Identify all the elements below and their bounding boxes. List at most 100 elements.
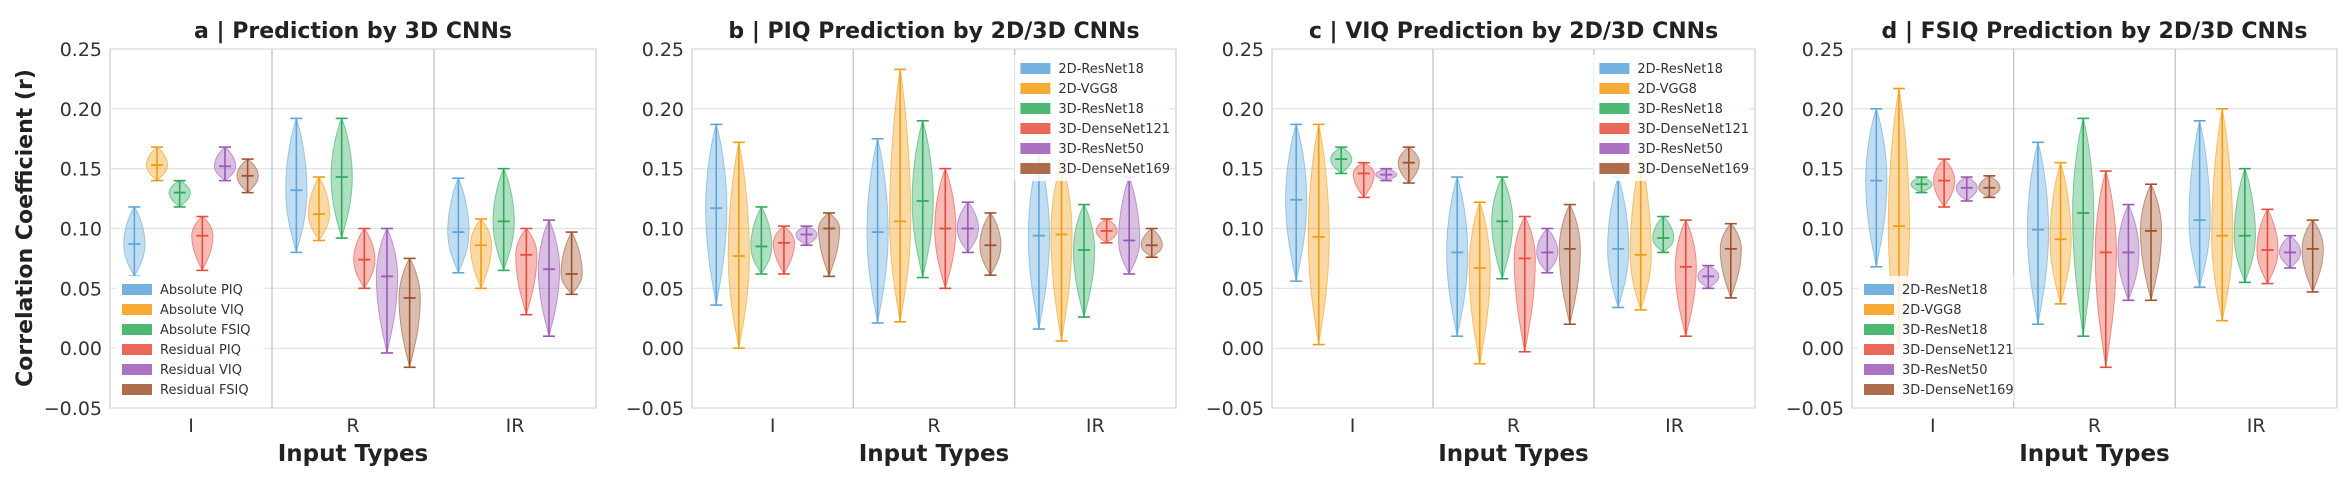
violin (307, 176, 331, 242)
panel-title: d | FSIQ Prediction by 2D/3D CNNs (1882, 19, 2308, 44)
violin (2301, 219, 2324, 294)
legend-label: 2D-ResNet18 (1637, 62, 1723, 77)
violin (2256, 208, 2279, 285)
legend-swatch (122, 344, 152, 355)
violin (236, 158, 259, 194)
y-tick-label: 0.00 (1222, 338, 1264, 360)
violin (469, 218, 493, 290)
y-tick-label: 0.05 (642, 278, 684, 300)
violin (1697, 264, 1720, 290)
violin (447, 177, 470, 275)
violin (1352, 161, 1375, 199)
legend: 2D-ResNet18 2D-VGG8 3D-ResNet18 3D-DenseNet… (1858, 276, 2014, 402)
legend-swatch (1864, 304, 1894, 315)
violin (934, 167, 957, 291)
violin (1491, 176, 1514, 281)
y-axis-label: Correlation Coefficient (r) (13, 69, 38, 387)
violin (537, 219, 561, 338)
violin (750, 206, 773, 275)
legend-box (116, 276, 265, 402)
violin (1607, 175, 1630, 310)
violin (1285, 122, 1308, 282)
violin (398, 257, 421, 369)
legend-swatch (122, 364, 152, 375)
legend-label: 2D-VGG8 (1637, 82, 1697, 97)
x-axis-label: Input Types (1438, 441, 1588, 467)
y-tick-label: 0.25 (642, 39, 684, 61)
legend-swatch (1599, 123, 1630, 134)
y-tick-label: 0.20 (1222, 99, 1264, 121)
violin (1330, 146, 1353, 175)
y-tick-label: 0.05 (60, 278, 102, 300)
legend-label: Absolute FSIQ (160, 323, 251, 338)
violin (1865, 107, 1888, 268)
x-tick-label: R (2088, 415, 2101, 437)
legend-label: 2D-VGG8 (1058, 82, 1118, 97)
x-tick-label: I (770, 415, 776, 437)
y-tick-label: 0.15 (60, 159, 102, 181)
violin (979, 212, 1002, 277)
panel-title: c | VIQ Prediction by 2D/3D CNNs (1309, 19, 1718, 44)
legend-label: 3D-DenseNet169 (1902, 383, 2014, 398)
legend-label: 3D-DenseNet121 (1058, 122, 1170, 137)
violin (1050, 158, 1073, 342)
panel-title: b | PIQ Prediction by 2D/3D CNNs (728, 19, 1139, 44)
x-tick-label: R (1507, 415, 1520, 437)
legend: 2D-ResNet18 2D-VGG8 3D-ResNet18 3D-DenseNet… (1014, 55, 1170, 181)
violin (1910, 176, 1933, 194)
violin (2026, 140, 2050, 326)
legend-label: Absolute VIQ (160, 303, 244, 318)
violin (1629, 155, 1652, 312)
legend-swatch (1020, 123, 1051, 134)
violin (1446, 175, 1469, 338)
y-tick-label: 0.00 (642, 338, 684, 360)
violin (2211, 108, 2234, 322)
violin (285, 116, 308, 254)
violin (2072, 116, 2095, 338)
panel-title: a | Prediction by 3D CNNs (194, 19, 512, 44)
x-tick-label: IR (1665, 415, 1684, 437)
x-tick-label: I (1350, 415, 1356, 437)
legend-label: 3D-ResNet18 (1058, 102, 1144, 117)
violin (1652, 215, 1675, 254)
legend-swatch (122, 304, 152, 315)
legend-swatch (1864, 324, 1894, 335)
y-tick-label: 0.15 (642, 159, 684, 181)
legend-swatch (1864, 344, 1894, 355)
violin (2188, 120, 2211, 288)
violin (168, 179, 191, 208)
violin (956, 201, 979, 254)
legend-label: 2D-VGG8 (1902, 303, 1962, 318)
legend-swatch (1599, 63, 1630, 74)
legend-label: 3D-ResNet18 (1637, 102, 1723, 117)
x-axis-label: Input Types (859, 441, 1009, 467)
violin (772, 225, 796, 276)
y-tick-label: 0.20 (642, 99, 684, 121)
violin (727, 141, 750, 349)
legend-swatch (1599, 143, 1630, 154)
y-tick-label: 0.25 (60, 39, 102, 61)
y-tick-label: 0.05 (1802, 278, 1844, 300)
legend-swatch (1599, 163, 1630, 174)
violin (1978, 175, 2001, 199)
violin (1719, 222, 1742, 300)
violin (492, 167, 515, 272)
legend-label: Residual FSIQ (160, 383, 249, 398)
y-tick-label: −0.05 (626, 398, 684, 420)
legend-label: Absolute PIQ (160, 283, 243, 298)
legend-swatch (1020, 83, 1051, 94)
y-tick-label: 0.00 (60, 338, 102, 360)
violin (795, 225, 818, 247)
legend-label: 3D-DenseNet121 (1902, 343, 2014, 358)
legend-swatch (122, 324, 152, 335)
violin (2094, 169, 2117, 369)
legend-swatch (1020, 143, 1051, 154)
legend-swatch (1864, 384, 1894, 395)
violin (866, 136, 889, 324)
legend-label: 3D-ResNet50 (1058, 142, 1144, 157)
legend-label: 3D-ResNet18 (1902, 323, 1988, 338)
violin (213, 146, 237, 182)
legend: 2D-ResNet18 2D-VGG8 3D-ResNet18 3D-DenseNet… (1593, 55, 1749, 181)
legend-label: 2D-ResNet18 (1902, 283, 1988, 298)
